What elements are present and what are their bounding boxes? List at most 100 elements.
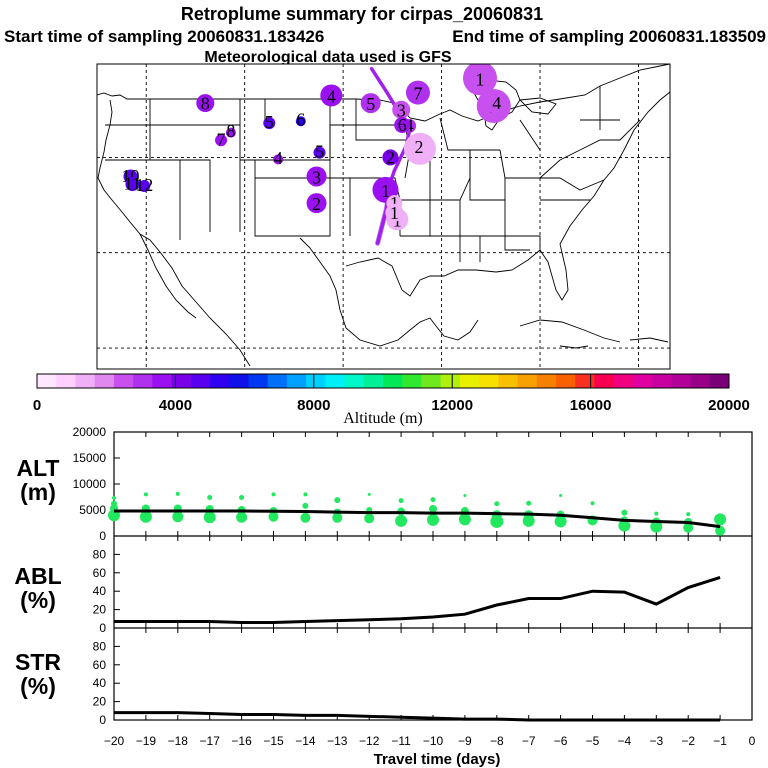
x-tick-label: −19 [136,734,157,748]
x-tick-label: −7 [522,734,536,748]
x-tick-label: −12 [359,734,380,748]
alt-scatter-point [715,525,726,536]
map-frame [96,63,671,370]
x-axis-title: Travel time (days) [374,751,501,768]
colorbar-cell [286,374,307,388]
baja-coast [139,233,197,319]
map-marker: 11 [124,174,141,194]
abl-y-tick-label: 40 [93,584,107,598]
map-marker-dot [306,193,327,214]
alt-scatter-point [364,513,375,524]
map-marker-dot [215,134,228,147]
x-tick-label: −8 [490,734,504,748]
colorbar-cell [248,374,269,388]
x-tick-label: −18 [168,734,189,748]
x-tick-label: −1 [713,734,727,748]
str-panel-label: STR [15,649,61,675]
map-marker: 4 [320,84,343,107]
colorbar-cell [133,374,153,388]
colorbar-tick-label: 0 [33,397,41,414]
colorbar-cell [709,374,730,388]
map-marker-label: 4 [327,86,336,106]
colorbar-cell [594,374,615,388]
map-marker-dot [313,146,326,159]
str-line [114,711,721,722]
colorbar-cell [344,374,365,388]
map-marker-label: 1 [381,181,390,201]
map-marker-label: 1 [390,203,399,223]
colorbar-cell [56,374,76,388]
alt-scatter-point [139,510,152,523]
map-marker-label: 2 [386,147,395,167]
us-canada-border [97,64,670,122]
alt-scatter-point [395,514,408,527]
colorbar-cell [498,374,519,388]
map-borders [97,64,670,367]
colorbar-cell [556,374,576,388]
map-marker: 5 [313,142,326,162]
str-panel-unit: (%) [20,673,56,699]
alt-scatter-point [463,493,467,497]
colorbar-cell [75,374,96,388]
alt-y-tick-label: 0 [99,529,106,543]
abl-panel-label: ABL [14,563,61,589]
map-marker: 1 [462,64,497,96]
alt-panel-label: ALT [16,455,59,481]
map-marker-dot [125,177,140,192]
map-marker-dot [225,127,236,138]
map-marker: 7 [405,80,430,105]
colorbar-cell [459,374,480,388]
x-tick-label: −15 [263,734,284,748]
plume-markers: 1111122223334444555667788101112 [121,64,511,231]
map-marker: 5 [360,93,381,114]
alt-scatter-point [268,511,279,522]
map-marker-dot [385,203,404,222]
map-marker: 6 [394,115,411,135]
map-marker-dot [462,64,497,96]
alt-scatter-point [494,501,500,507]
colorbar-cell [171,374,192,388]
colorbar-tick-label: 12000 [431,397,473,414]
map-marker-dot [273,154,284,165]
abl-line [114,575,721,624]
alt-scatter-point [559,493,563,497]
map-marker-label: 1 [475,69,484,89]
alt-scatter-point [714,513,727,526]
map-marker-dot [295,116,306,127]
alt-scatter-point [207,495,213,501]
map-marker-dot [405,80,430,105]
colorbar-cell [363,374,384,388]
abl-y-tick-label: 60 [93,566,107,580]
alt-scatter-point [398,498,404,504]
alt-scatter-point [303,492,308,497]
alt-scatter-point [302,502,309,509]
alt-scatter-point [526,500,532,506]
map-marker: 8 [225,121,236,141]
alt-scatter-point [239,495,245,501]
alt-scatter-point [236,511,248,523]
abl-y-tick-label: 20 [93,603,107,617]
map-marker: 8 [196,94,215,114]
map-marker-label: 2 [414,137,423,157]
map-marker: 1 [385,203,404,223]
jamaica [559,345,589,349]
map-marker: 2 [382,147,399,167]
alt-panel-unit: (m) [20,479,56,505]
str-y-tick-label: 0 [99,713,106,727]
x-tick-label: −4 [618,734,632,748]
map-marker-label: 8 [201,94,210,114]
colorbar-cell [440,374,461,388]
colorbar-cell [113,374,134,388]
start-time-label: Start time of sampling 20060831.183426 [4,27,324,46]
map-marker: 6 [295,110,306,130]
lake-erie [519,97,557,115]
alt-scatter-point [430,497,436,503]
str-y-ticks: 0 20 40 60 80 [93,628,753,727]
colorbar-cell [210,374,230,388]
alt-median-line [114,509,721,529]
colorbar-ticks: 0 4000 8000 12000 16000 20000 [33,374,750,414]
map-marker-label: 2 [312,194,321,214]
cuba [519,319,621,343]
map-marker-dot [138,180,151,192]
end-time-label: End time of sampling 20060831.183509 [452,27,766,46]
